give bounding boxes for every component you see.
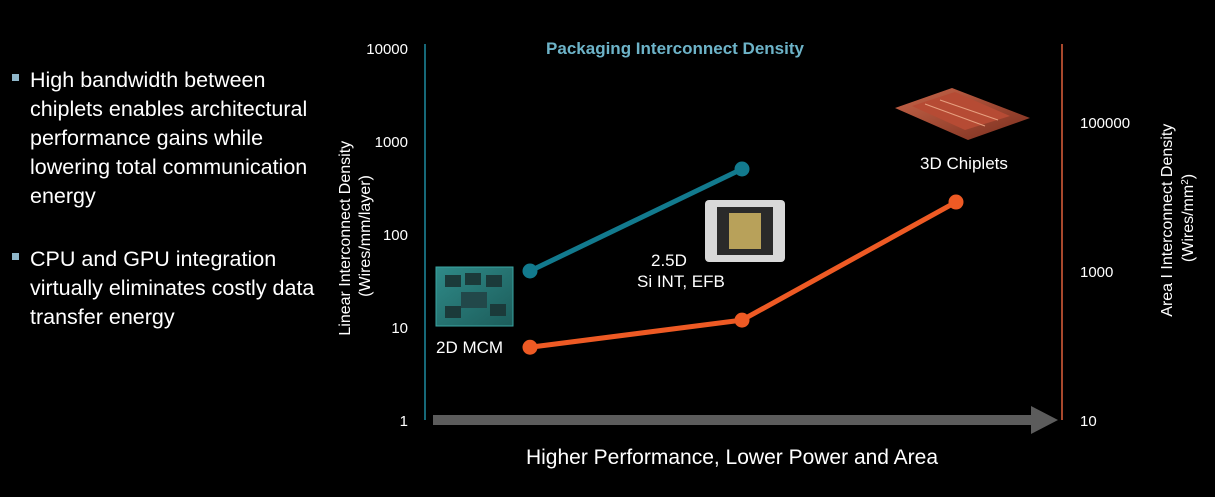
- annotation-2d-mcm: 2D MCM: [436, 338, 503, 357]
- left-tick-label: 100: [383, 227, 408, 244]
- data-point: [734, 312, 750, 328]
- 2d-mcm-package-image: [435, 266, 514, 327]
- bullet-square-icon: [12, 253, 19, 260]
- bullet-item: High bandwidth between chiplets enables …: [10, 66, 320, 211]
- data-point: [522, 339, 538, 355]
- left-axis-title: Linear Interconnect Density (Wires/mm/la…: [337, 136, 374, 335]
- left-tick-label: 10000: [366, 41, 408, 58]
- bullet-square-icon: [12, 74, 19, 81]
- left-tick-label: 1: [400, 413, 408, 430]
- annotation-3d-chiplets: 3D Chiplets: [920, 154, 1008, 173]
- x-axis-label: Higher Performance, Lower Power and Area: [526, 446, 938, 469]
- 3d-chiplets-package-image: [895, 88, 1030, 140]
- annotation-si-int-efb: Si INT, EFB: [637, 272, 725, 291]
- chart-title: Packaging Interconnect Density: [546, 39, 804, 58]
- bullet-list: High bandwidth between chiplets enables …: [10, 66, 320, 366]
- bullet-text: CPU and GPU integration virtually elimin…: [30, 247, 315, 329]
- x-axis-arrow: [433, 406, 1058, 434]
- series-line-0: [528, 166, 744, 274]
- right-tick-label: 1000: [1080, 264, 1113, 281]
- left-tick-label: 10: [391, 320, 408, 337]
- right-axis-title: Area I Interconnect Density (Wires/mm2): [1159, 119, 1197, 316]
- bullet-text: High bandwidth between chiplets enables …: [30, 68, 308, 208]
- annotation-2.5d: 2.5D: [651, 251, 687, 270]
- left-tick-label: 1000: [375, 134, 408, 151]
- data-point: [522, 263, 538, 279]
- 2.5d-package-image: [705, 200, 785, 262]
- data-point: [734, 161, 750, 177]
- data-point: [948, 194, 964, 210]
- right-tick-label: 100000: [1080, 115, 1130, 132]
- bullet-item: CPU and GPU integration virtually elimin…: [10, 245, 320, 332]
- right-tick-label: 10: [1080, 413, 1097, 430]
